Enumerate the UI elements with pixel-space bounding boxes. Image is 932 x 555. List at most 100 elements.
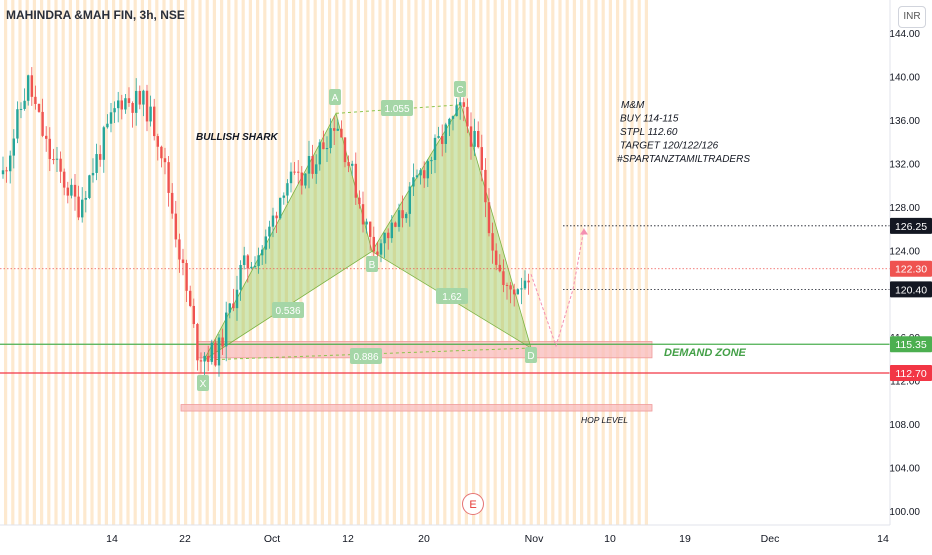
candle bbox=[63, 168, 66, 196]
hop-level bbox=[180, 404, 653, 412]
candle-body bbox=[117, 100, 120, 109]
candle bbox=[243, 246, 246, 270]
candle-body bbox=[127, 98, 131, 103]
candle bbox=[253, 256, 257, 269]
candle-body bbox=[307, 155, 311, 174]
candle bbox=[304, 173, 307, 189]
candle bbox=[113, 101, 116, 124]
candle-body bbox=[275, 215, 278, 219]
candle bbox=[163, 147, 167, 175]
candle bbox=[329, 118, 332, 154]
candle-body bbox=[383, 232, 386, 244]
candle-body bbox=[264, 236, 267, 250]
candle bbox=[99, 145, 102, 167]
candle-body bbox=[437, 136, 440, 138]
candle-body bbox=[401, 210, 404, 219]
pattern-point-label: X bbox=[200, 379, 207, 390]
ratio-box bbox=[436, 288, 468, 304]
candle bbox=[394, 221, 397, 228]
candle bbox=[156, 133, 159, 161]
y-tick-label: 144.00 bbox=[889, 29, 920, 40]
candle-body bbox=[473, 130, 476, 147]
candle bbox=[300, 166, 303, 195]
ratio-box bbox=[381, 100, 413, 116]
candle-body bbox=[210, 342, 213, 362]
candle bbox=[95, 143, 98, 181]
candle bbox=[311, 144, 314, 179]
candle bbox=[462, 97, 465, 122]
pattern-name: BULLISH SHARK bbox=[196, 132, 278, 143]
ratio-label: 1.055 bbox=[384, 104, 409, 115]
candle-body bbox=[325, 148, 329, 150]
candle-body bbox=[221, 337, 224, 347]
price-label: 126.25 bbox=[895, 221, 927, 233]
candle bbox=[199, 352, 203, 374]
candle-body bbox=[228, 303, 231, 313]
price-label: 115.35 bbox=[895, 339, 926, 351]
candle-body bbox=[480, 147, 483, 170]
ratio-box bbox=[272, 302, 304, 318]
candle-body bbox=[397, 210, 401, 227]
candle-body bbox=[138, 90, 141, 105]
candle bbox=[235, 275, 239, 321]
candle-body bbox=[419, 170, 422, 176]
candle-body bbox=[340, 128, 343, 138]
x-tick-label: Oct bbox=[264, 533, 280, 545]
x-tick-label: 22 bbox=[179, 533, 191, 545]
x-tick-label: 12 bbox=[342, 533, 354, 545]
candle bbox=[5, 166, 8, 183]
candle bbox=[480, 134, 483, 182]
candle bbox=[466, 98, 469, 134]
y-tick-label: 124.00 bbox=[889, 246, 920, 257]
candle-body bbox=[63, 171, 66, 188]
candle-body bbox=[207, 355, 210, 362]
candle-body bbox=[239, 264, 242, 290]
candle bbox=[145, 84, 149, 132]
candle bbox=[509, 282, 512, 304]
candle bbox=[430, 156, 433, 174]
candle bbox=[318, 139, 321, 171]
candle-body bbox=[455, 105, 458, 117]
candle bbox=[279, 197, 282, 220]
candle-body bbox=[225, 312, 228, 347]
pattern-point-box bbox=[454, 81, 466, 97]
candle-body bbox=[286, 183, 289, 196]
candle-body bbox=[282, 195, 285, 198]
candle bbox=[142, 89, 145, 117]
chart-title: MAHINDRA &MAH FIN, 3h, NSE bbox=[6, 8, 185, 22]
currency-button[interactable]: INR bbox=[898, 6, 926, 28]
candle-body bbox=[124, 98, 127, 110]
candle bbox=[70, 178, 73, 199]
candle-body bbox=[77, 196, 80, 218]
candle-body bbox=[257, 255, 260, 267]
candle-body bbox=[163, 158, 167, 163]
events-badge[interactable]: E bbox=[462, 493, 484, 515]
candle bbox=[189, 285, 192, 308]
candle-body bbox=[487, 202, 491, 234]
candle-body bbox=[12, 138, 15, 156]
candle bbox=[34, 85, 37, 110]
candle bbox=[307, 140, 311, 189]
candle bbox=[171, 183, 174, 219]
candle-body bbox=[27, 75, 30, 101]
pattern-point-label: A bbox=[332, 93, 339, 104]
candle-body bbox=[131, 102, 134, 113]
candle bbox=[149, 95, 152, 127]
candle bbox=[387, 228, 390, 250]
candle bbox=[444, 122, 447, 153]
candle-body bbox=[135, 90, 138, 113]
candle bbox=[84, 190, 87, 213]
candle-body bbox=[322, 142, 325, 150]
candle bbox=[9, 150, 12, 184]
candle-body bbox=[459, 102, 462, 106]
candle-body bbox=[527, 280, 530, 283]
candle-body bbox=[300, 172, 303, 186]
price-label: 122.30 bbox=[895, 264, 927, 276]
candle bbox=[505, 282, 509, 300]
pattern-point-box bbox=[197, 375, 209, 391]
candle-body bbox=[520, 288, 523, 290]
candle-body bbox=[113, 108, 116, 113]
y-tick-label: 112.00 bbox=[890, 377, 920, 388]
